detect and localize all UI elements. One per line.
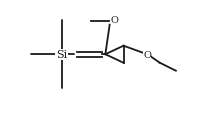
Text: O: O	[143, 50, 151, 59]
Text: Si: Si	[56, 50, 67, 60]
Text: O: O	[111, 16, 119, 25]
